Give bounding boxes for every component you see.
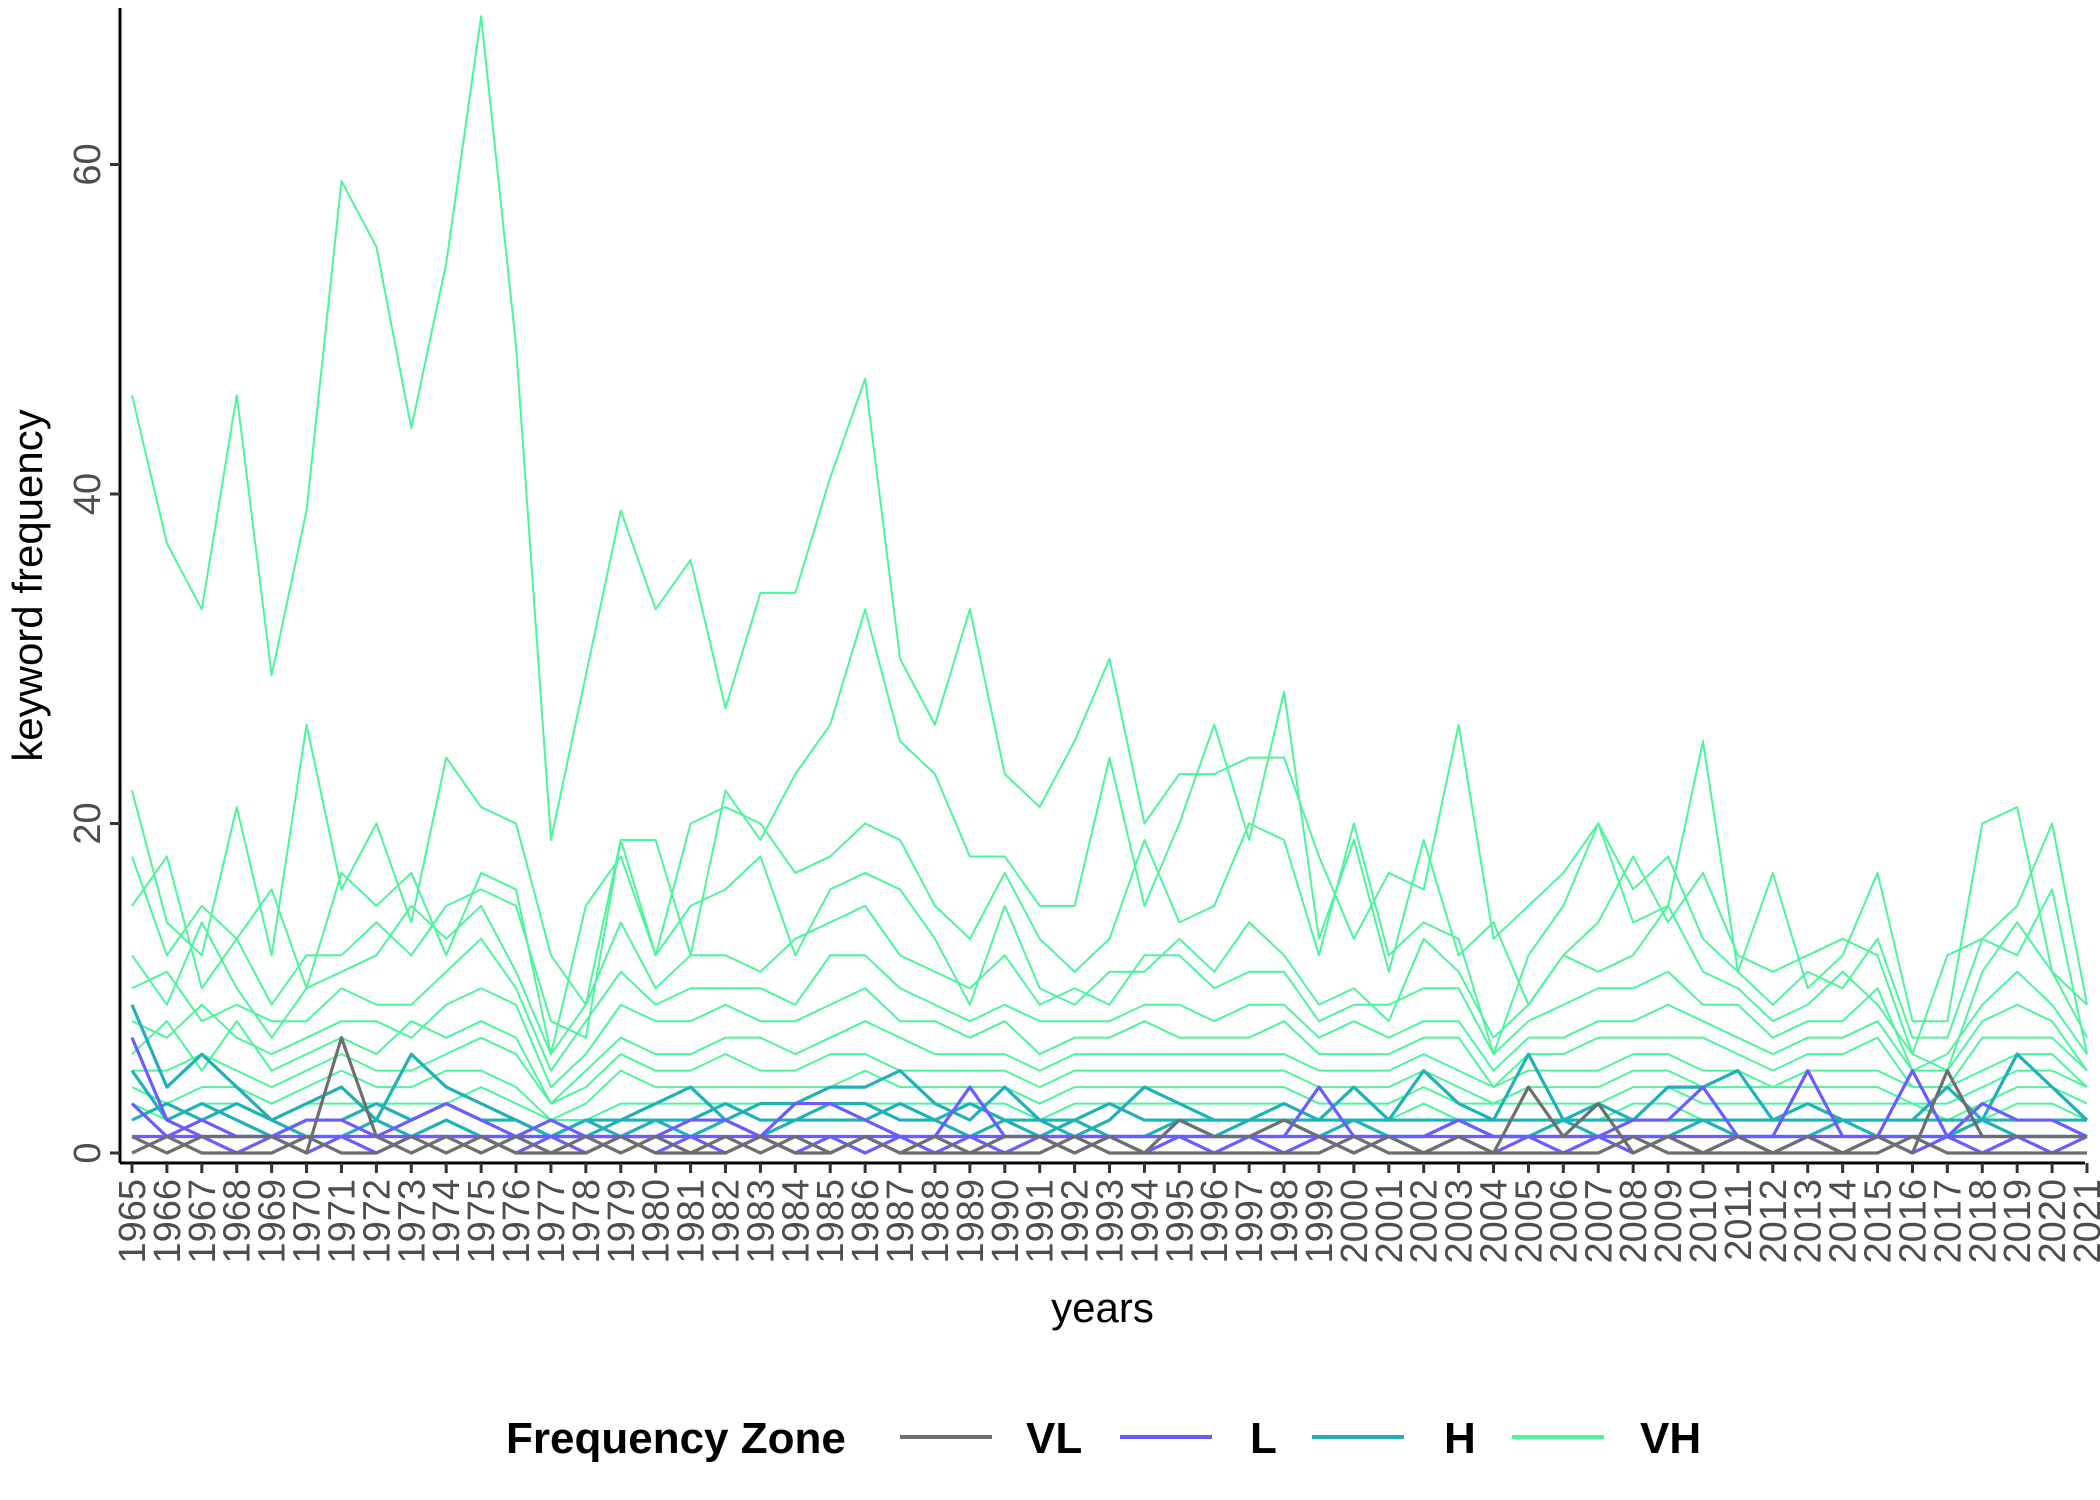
x-tick-label: 2018 <box>1962 1179 2004 1264</box>
x-tick-label: 1979 <box>601 1179 643 1264</box>
x-tick-label: 1982 <box>705 1179 747 1264</box>
x-tick-label: 1998 <box>1264 1179 1306 1264</box>
x-tick-label: 1980 <box>636 1179 678 1264</box>
x-tick-label: 2013 <box>1788 1179 1830 1264</box>
y-tick-label: 0 <box>67 1142 109 1163</box>
x-tick-label: 2008 <box>1613 1179 1655 1264</box>
series-line-vh-7 <box>131 1020 2088 1105</box>
x-tick-label: 1973 <box>391 1179 433 1264</box>
x-tick-label: 1984 <box>775 1179 817 1264</box>
x-tick-label: 1969 <box>252 1179 294 1264</box>
x-tick-label: 2010 <box>1683 1179 1725 1264</box>
x-tick-label: 1991 <box>1020 1179 1062 1264</box>
x-tick-label: 1975 <box>461 1179 503 1264</box>
series-line-vh-0 <box>131 15 2088 1023</box>
x-tick-label: 2003 <box>1439 1179 1481 1264</box>
x-tick-label: 1988 <box>915 1179 957 1264</box>
x-tick-label: 1985 <box>810 1179 852 1264</box>
x-tick-label: 1994 <box>1124 1179 1166 1264</box>
series-line-vh-2 <box>131 806 2088 1056</box>
x-tick-label: 2016 <box>1892 1179 1934 1264</box>
x-tick-label: 2005 <box>1508 1179 1550 1264</box>
legend-label-vh: VH <box>1640 1414 1701 1463</box>
series-line-vh-1 <box>131 608 2088 1056</box>
series-line-vh-3 <box>131 838 2088 1072</box>
x-tick-label: 1981 <box>671 1179 713 1264</box>
x-tick-label: 2015 <box>1858 1179 1900 1264</box>
x-tick-label: 1977 <box>531 1179 573 1264</box>
x-tick-label: 1968 <box>217 1179 259 1264</box>
series-line-vh-4 <box>131 904 2088 1072</box>
y-axis-ticks: 0 20 40 60 <box>67 143 120 1164</box>
x-tick-label: 1983 <box>740 1179 782 1264</box>
y-tick-label: 40 <box>67 473 109 515</box>
legend-items: VL L H VH <box>900 1414 1701 1463</box>
x-tick-label: 1996 <box>1194 1179 1236 1264</box>
x-tick-label: 2019 <box>1997 1179 2039 1264</box>
x-tick-label: 2014 <box>1823 1179 1865 1264</box>
legend: Frequency Zone VL L H VH <box>506 1414 1701 1463</box>
x-axis-title: years <box>1051 1284 1154 1331</box>
x-tick-label: 1992 <box>1055 1179 1097 1264</box>
x-tick-label: 1965 <box>112 1179 154 1264</box>
y-axis-title: keyword frequency <box>4 409 51 762</box>
x-tick-label: 1995 <box>1159 1179 1201 1264</box>
x-tick-label: 1974 <box>426 1179 468 1264</box>
x-tick-label: 1993 <box>1090 1179 1132 1264</box>
x-tick-label: 1989 <box>950 1179 992 1264</box>
x-tick-label: 1990 <box>985 1179 1027 1264</box>
x-tick-label: 2000 <box>1334 1179 1376 1264</box>
x-tick-label: 2002 <box>1404 1179 1446 1264</box>
y-tick-label: 60 <box>67 143 109 185</box>
series-layer <box>130 15 2089 1155</box>
x-tick-label: 2001 <box>1369 1179 1411 1264</box>
x-tick-label: 2017 <box>1927 1179 1969 1264</box>
x-tick-label: 1999 <box>1299 1179 1341 1264</box>
x-tick-label: 2021 <box>2067 1179 2100 1264</box>
x-tick-label: 1967 <box>182 1179 224 1264</box>
series-line-h-11 <box>130 1004 2089 1139</box>
series-line-vh-8 <box>132 1036 2088 1105</box>
y-tick-label: 20 <box>67 802 109 844</box>
x-tick-label: 1971 <box>321 1179 363 1264</box>
series-line-vh-5 <box>131 937 2088 1072</box>
x-tick-label: 1966 <box>147 1179 189 1264</box>
x-tick-label: 1976 <box>496 1179 538 1264</box>
legend-label-l: L <box>1250 1414 1277 1463</box>
x-tick-label: 1997 <box>1229 1179 1271 1264</box>
x-tick-label: 2011 <box>1718 1179 1760 1261</box>
x-tick-label: 2007 <box>1578 1179 1620 1264</box>
x-tick-label: 2006 <box>1543 1179 1585 1264</box>
x-tick-label: 1978 <box>566 1179 608 1264</box>
legend-label-h: H <box>1444 1414 1476 1463</box>
series-line-vl-18 <box>131 1134 2087 1155</box>
x-tick-label: 1970 <box>287 1179 329 1264</box>
legend-title: Frequency Zone <box>506 1414 846 1463</box>
x-tick-label: 2004 <box>1474 1179 1516 1264</box>
x-tick-label: 2012 <box>1753 1179 1795 1264</box>
x-tick-label: 1972 <box>356 1179 398 1264</box>
x-tick-label: 1986 <box>845 1179 887 1264</box>
x-tick-label: 2020 <box>2032 1179 2074 1264</box>
series-line-vl-17 <box>131 1036 2087 1155</box>
x-tick-label: 1987 <box>880 1179 922 1264</box>
x-axis-ticks: 1965196619671968196919701971197219731974… <box>112 1163 2100 1264</box>
series-line-vh-6 <box>131 987 2088 1089</box>
legend-label-vl: VL <box>1026 1414 1082 1463</box>
x-tick-label: 2009 <box>1648 1179 1690 1264</box>
